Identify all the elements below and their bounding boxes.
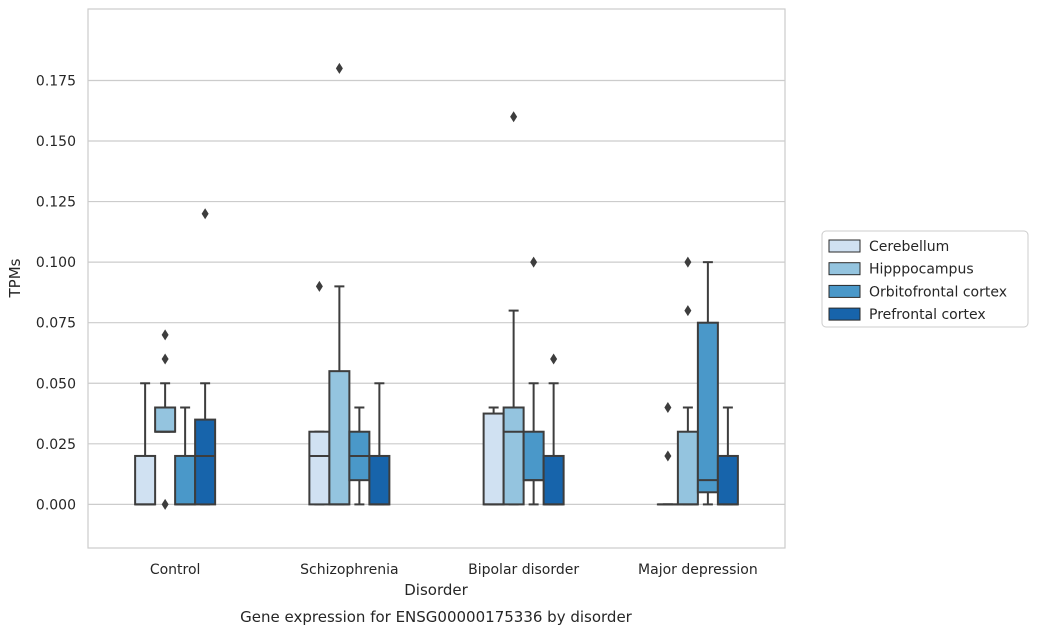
y-tick-label: 0.025 <box>36 437 76 453</box>
legend-swatch <box>828 239 861 253</box>
legend: Cerebellum Hipppocampus Orbitofrontal cort… <box>821 230 1029 328</box>
box <box>522 430 545 482</box>
outlier-point <box>161 498 169 510</box>
legend-swatch <box>828 307 861 321</box>
y-axis-title: TPMs <box>6 258 24 298</box>
y-tick-label: 0.050 <box>36 376 76 392</box>
box <box>328 370 351 506</box>
x-tick-label: Schizophrenia <box>300 562 398 578</box>
box-group <box>676 256 699 506</box>
outlier-point <box>684 256 692 268</box>
y-tick-label: 0.000 <box>36 497 76 513</box>
box-group <box>542 353 565 506</box>
legend-label: Cerebellum <box>869 239 949 255</box>
chart-caption: Gene expression for ENSG00000175336 by d… <box>240 608 633 626</box>
box-group <box>348 406 371 506</box>
plot-area-frame <box>87 8 786 549</box>
box <box>676 430 699 506</box>
outlier-point <box>664 450 672 462</box>
box-group <box>308 280 331 506</box>
outlier-point <box>315 280 323 292</box>
box-group <box>194 208 217 506</box>
box-group <box>134 382 157 506</box>
legend-frame <box>821 230 1029 328</box>
box-group <box>368 382 391 506</box>
y-tick-label: 0.125 <box>36 195 76 211</box>
box <box>134 454 157 506</box>
box <box>308 430 331 506</box>
y-tick-label: 0.075 <box>36 316 76 332</box>
outlier-point <box>201 208 209 220</box>
legend-label: Prefrontal cortex <box>869 307 986 323</box>
y-tick-label: 0.100 <box>36 255 76 271</box>
box-groups <box>134 62 739 510</box>
box <box>482 412 505 506</box>
legend-swatch <box>828 284 861 298</box>
box <box>542 454 565 506</box>
box-group <box>656 401 679 506</box>
outlier-point <box>550 353 558 365</box>
box <box>154 406 177 433</box>
box <box>174 454 197 506</box>
x-axis-title: Disorder <box>404 581 468 599</box>
box-group <box>696 261 719 506</box>
box-group <box>154 329 177 510</box>
legend-swatch <box>828 262 861 276</box>
outlier-point <box>510 111 518 123</box>
box <box>368 454 391 506</box>
box-group <box>502 111 525 506</box>
y-tick-label: 0.150 <box>36 134 76 150</box>
outlier-point <box>530 256 538 268</box>
box <box>696 321 719 494</box>
box-group <box>482 406 505 506</box>
outlier-point <box>664 401 672 413</box>
outlier-point <box>335 62 343 74</box>
box-group <box>174 406 197 506</box>
y-tick-labels: 0.000 0.025 0.050 0.075 0.100 0.125 0.150 0.175 <box>36 73 76 513</box>
box <box>716 454 739 506</box>
outlier-point <box>161 353 169 365</box>
box-group <box>716 406 739 506</box>
legend-label: Hipppocampus <box>869 262 974 278</box>
box-group <box>328 62 351 506</box>
x-tick-label: Major depression <box>638 562 758 578</box>
outlier-point <box>684 305 692 317</box>
legend-label: Orbitofrontal cortex <box>869 284 1007 300</box>
outlier-point <box>161 329 169 341</box>
x-tick-labels: Control Schizophrenia Bipolar disorder Majo… <box>150 562 758 578</box>
box <box>194 418 217 506</box>
x-tick-label: Control <box>150 562 201 578</box>
box-group <box>522 256 545 506</box>
x-tick-label: Bipolar disorder <box>468 562 579 578</box>
box <box>502 406 525 506</box>
y-tick-label: 0.175 <box>36 73 76 89</box>
